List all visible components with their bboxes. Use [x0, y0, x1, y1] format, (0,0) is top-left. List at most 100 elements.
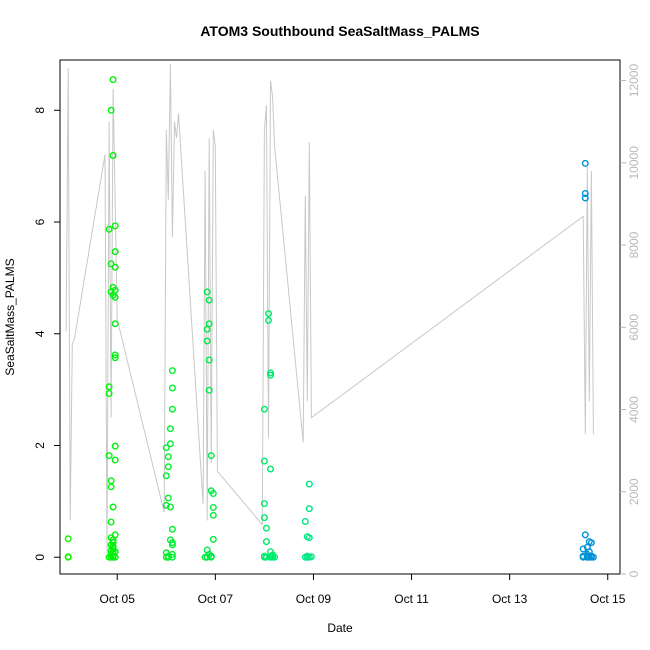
data-point	[111, 553, 119, 561]
data-point	[162, 472, 170, 480]
data-point	[262, 538, 270, 546]
series-line	[65, 64, 594, 554]
data-point	[107, 477, 115, 485]
data-point	[111, 222, 119, 230]
data-point	[166, 503, 174, 511]
data-point	[207, 452, 215, 460]
data-point	[107, 106, 115, 114]
data-point	[105, 383, 113, 391]
secondary-series-line	[65, 64, 594, 554]
data-point	[305, 480, 313, 488]
data-point	[109, 538, 117, 546]
data-point	[203, 288, 211, 296]
x-tick-label: Oct 09	[296, 592, 332, 606]
data-point	[205, 356, 213, 364]
data-point	[164, 453, 172, 461]
x-tick-label: Oct 11	[394, 592, 429, 606]
data-point	[305, 534, 313, 542]
data-point	[107, 260, 115, 268]
y2-tick-label: 2000	[627, 478, 641, 505]
data-point	[260, 457, 268, 465]
data-point	[265, 310, 273, 318]
data-point	[107, 483, 115, 491]
y-tick-label: 2	[33, 442, 47, 449]
data-point	[164, 463, 172, 471]
data-point	[168, 553, 176, 561]
data-point	[111, 442, 119, 450]
data-point	[168, 550, 176, 558]
x-tick-label: Oct 05	[100, 592, 136, 606]
x-tick-label: Oct 07	[198, 592, 234, 606]
y-axis-label: SeaSaltMass_PALMS	[3, 258, 17, 375]
x-tick-label: Oct 13	[492, 592, 528, 606]
data-point	[579, 545, 587, 553]
primary-series-points	[64, 76, 597, 561]
data-point	[111, 248, 119, 256]
data-point	[64, 553, 72, 561]
data-point	[168, 525, 176, 533]
data-point	[203, 325, 211, 333]
data-point	[581, 194, 589, 202]
data-point	[260, 405, 268, 413]
data-point	[581, 159, 589, 167]
data-point	[305, 505, 313, 513]
data-point	[105, 225, 113, 233]
y-tick-label: 0	[33, 554, 47, 561]
y2-tick-label: 12000	[627, 64, 641, 98]
data-point	[209, 511, 217, 519]
y-tick-label: 6	[33, 218, 47, 225]
data-point	[162, 501, 170, 509]
y2-tick-label: 10000	[627, 146, 641, 180]
data-point	[581, 189, 589, 197]
y2-tick-label: 4000	[627, 396, 641, 423]
data-point	[109, 503, 117, 511]
data-point	[168, 367, 176, 375]
data-point	[168, 405, 176, 413]
x-tick-label: Oct 15	[590, 592, 626, 606]
data-point	[111, 320, 119, 328]
y-tick-label: 4	[33, 330, 47, 337]
data-point	[205, 386, 213, 394]
data-point	[262, 524, 270, 532]
y2-tick-label: 0	[627, 570, 641, 577]
data-point	[162, 444, 170, 452]
data-point	[307, 553, 315, 561]
data-point	[267, 465, 275, 473]
data-point	[203, 337, 211, 345]
data-point	[209, 535, 217, 543]
data-point	[109, 151, 117, 159]
chart-title: ATOM3 Southbound SeaSaltMass_PALMS	[200, 23, 479, 39]
data-point	[260, 500, 268, 508]
data-point	[168, 539, 176, 547]
data-point	[205, 296, 213, 304]
data-point	[589, 553, 597, 561]
data-point	[581, 531, 589, 539]
data-point	[111, 351, 119, 359]
data-point	[166, 440, 174, 448]
data-point	[109, 76, 117, 84]
y-axis-left: 0 2 4 6 8	[33, 107, 60, 561]
data-point	[260, 514, 268, 522]
data-point	[265, 316, 273, 324]
y2-tick-label: 8000	[627, 231, 641, 258]
x-axis: Oct 05 Oct 07 Oct 09 Oct 11 Oct 13 Oct 15	[100, 573, 626, 606]
y-tick-label: 8	[33, 107, 47, 114]
data-point	[271, 553, 279, 561]
x-axis-label: Date	[327, 621, 353, 635]
data-point	[587, 539, 595, 547]
data-point	[105, 390, 113, 398]
data-point	[168, 384, 176, 392]
data-point	[168, 541, 176, 549]
data-point	[111, 286, 119, 294]
data-point	[164, 494, 172, 502]
data-point	[105, 452, 113, 460]
data-point	[205, 320, 213, 328]
data-point	[267, 371, 275, 379]
y-axis-right: 0 2000 4000 6000 8000 10000 12000	[620, 64, 641, 577]
data-point	[111, 531, 119, 539]
data-point	[111, 263, 119, 271]
data-point	[111, 456, 119, 464]
data-point	[111, 293, 119, 301]
data-point	[209, 504, 217, 512]
